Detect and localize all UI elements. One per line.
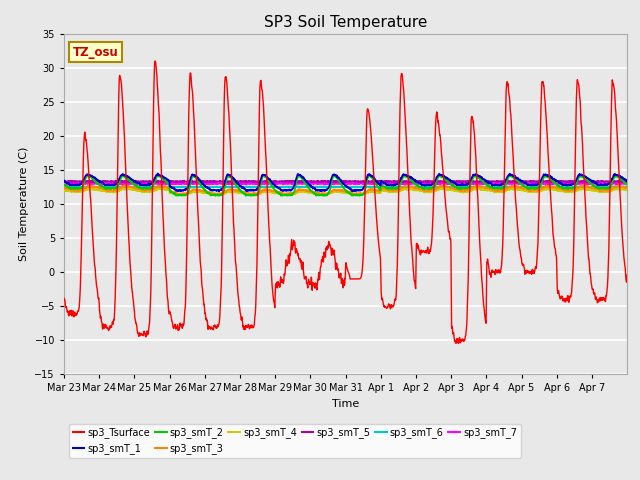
sp3_smT_6 — [515, 184, 523, 190]
sp3_smT_7 — [60, 180, 68, 186]
sp3_Tsurface — [60, 295, 68, 301]
Text: TZ_osu: TZ_osu — [72, 46, 118, 59]
X-axis label: Time: Time — [332, 399, 359, 409]
sp3_smT_6 — [547, 184, 555, 190]
sp3_smT_5 — [285, 178, 292, 184]
sp3_smT_7 — [616, 180, 623, 186]
sp3_smT_4 — [623, 187, 631, 192]
sp3_smT_7 — [239, 180, 246, 186]
sp3_smT_5 — [238, 179, 246, 184]
sp3_smT_1 — [175, 188, 182, 194]
sp3_smT_2 — [623, 182, 631, 188]
sp3_Tsurface — [238, 314, 246, 320]
sp3_smT_2 — [116, 177, 124, 183]
sp3_smT_2 — [548, 177, 556, 183]
sp3_smT_3 — [623, 185, 631, 191]
Title: SP3 Soil Temperature: SP3 Soil Temperature — [264, 15, 428, 30]
sp3_smT_1 — [548, 174, 556, 180]
sp3_smT_2 — [516, 180, 524, 186]
sp3_smT_5 — [116, 179, 124, 184]
sp3_smT_5 — [516, 180, 524, 185]
sp3_smT_4 — [380, 188, 387, 193]
Line: sp3_smT_1: sp3_smT_1 — [64, 173, 627, 191]
sp3_smT_1 — [516, 177, 524, 183]
sp3_smT_7 — [116, 181, 124, 187]
sp3_smT_1 — [60, 178, 68, 183]
sp3_smT_7 — [116, 180, 124, 186]
sp3_smT_1 — [154, 170, 161, 176]
sp3_smT_1 — [380, 180, 388, 186]
sp3_smT_5 — [515, 179, 523, 184]
sp3_smT_2 — [242, 193, 250, 199]
sp3_smT_5 — [380, 179, 387, 184]
sp3_Tsurface — [454, 341, 462, 347]
sp3_smT_5 — [623, 179, 631, 184]
sp3_smT_4 — [616, 186, 623, 192]
Line: sp3_Tsurface: sp3_Tsurface — [64, 61, 627, 344]
sp3_smT_3 — [616, 183, 623, 189]
sp3_smT_2 — [437, 172, 445, 178]
sp3_smT_2 — [238, 189, 246, 194]
sp3_smT_6 — [616, 184, 623, 190]
Line: sp3_smT_2: sp3_smT_2 — [64, 175, 627, 196]
sp3_smT_2 — [380, 183, 387, 189]
sp3_smT_4 — [116, 187, 124, 192]
sp3_Tsurface — [548, 204, 556, 210]
sp3_smT_6 — [238, 184, 246, 190]
sp3_smT_4 — [516, 187, 524, 192]
sp3_smT_3 — [380, 186, 388, 192]
sp3_smT_4 — [510, 185, 518, 191]
Legend: sp3_Tsurface, sp3_smT_1, sp3_smT_2, sp3_smT_3, sp3_smT_4, sp3_smT_5, sp3_smT_6, : sp3_Tsurface, sp3_smT_1, sp3_smT_2, sp3_… — [69, 423, 521, 458]
sp3_smT_3 — [548, 184, 556, 190]
sp3_smT_7 — [623, 181, 631, 187]
sp3_smT_7 — [516, 181, 524, 187]
sp3_smT_1 — [616, 173, 623, 179]
sp3_smT_3 — [174, 192, 182, 197]
Line: sp3_smT_6: sp3_smT_6 — [64, 186, 627, 188]
sp3_smT_4 — [238, 190, 246, 196]
sp3_smT_1 — [116, 174, 124, 180]
sp3_smT_1 — [623, 178, 631, 183]
sp3_smT_4 — [60, 187, 68, 193]
sp3_smT_6 — [116, 184, 124, 190]
sp3_smT_5 — [60, 179, 68, 184]
sp3_smT_3 — [116, 185, 124, 191]
Y-axis label: Soil Temperature (C): Soil Temperature (C) — [19, 147, 29, 261]
sp3_smT_1 — [239, 184, 246, 190]
sp3_Tsurface — [116, 75, 124, 81]
sp3_smT_3 — [239, 189, 246, 194]
Line: sp3_smT_5: sp3_smT_5 — [64, 181, 627, 182]
Line: sp3_smT_3: sp3_smT_3 — [64, 186, 627, 194]
sp3_Tsurface — [516, 245, 524, 251]
sp3_smT_6 — [621, 185, 628, 191]
sp3_smT_4 — [285, 192, 292, 198]
sp3_smT_7 — [157, 180, 165, 186]
sp3_Tsurface — [152, 58, 159, 64]
sp3_smT_6 — [380, 185, 387, 191]
sp3_smT_2 — [616, 175, 623, 180]
sp3_Tsurface — [623, 272, 631, 278]
sp3_smT_6 — [60, 184, 68, 190]
sp3_smT_3 — [516, 185, 524, 191]
sp3_smT_2 — [60, 182, 68, 188]
sp3_smT_7 — [380, 180, 388, 186]
sp3_Tsurface — [616, 181, 623, 187]
sp3_smT_6 — [575, 183, 583, 189]
sp3_smT_7 — [548, 180, 556, 186]
Line: sp3_smT_4: sp3_smT_4 — [64, 188, 627, 195]
sp3_smT_4 — [548, 187, 556, 192]
sp3_smT_3 — [60, 185, 68, 191]
sp3_smT_5 — [548, 179, 556, 184]
sp3_smT_6 — [623, 184, 631, 190]
sp3_smT_5 — [616, 179, 623, 184]
sp3_Tsurface — [380, 302, 387, 308]
sp3_smT_3 — [157, 183, 164, 189]
Line: sp3_smT_7: sp3_smT_7 — [64, 183, 627, 184]
